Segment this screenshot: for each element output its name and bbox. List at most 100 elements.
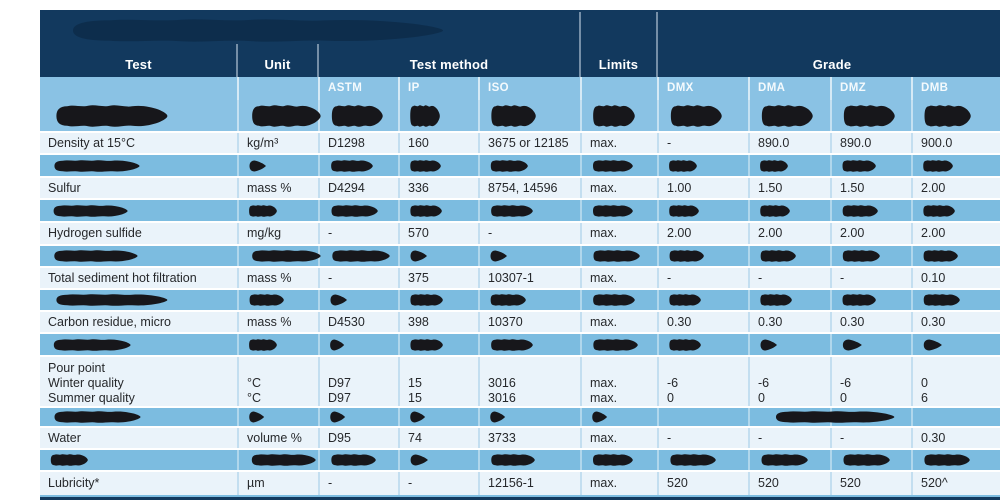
cell-ip: 336 [398,178,478,198]
cell-dma: 520 [748,472,830,495]
table-header-band: Test Unit Test method Limits Grade [40,10,1000,77]
cell-dmz: 2.00 [830,223,911,244]
table-row-redacted [40,100,1000,133]
redaction-blob [748,334,830,355]
redaction-blob [911,100,1000,131]
subheader-empty [237,77,318,100]
redaction-blob [40,334,237,355]
cell-ip: 15 15 [398,357,478,406]
cell-dmx: - [657,268,748,288]
cell-unit: mass % [237,268,318,288]
redaction-blob [657,155,748,176]
cell-limits: max. max. [580,357,657,406]
cell-unit: µm [237,472,318,495]
redaction-blob [398,200,478,221]
redaction-blob [237,450,318,470]
redaction-blob [580,200,657,221]
subheader-dmz: DMZ [830,77,911,100]
redaction-blob [478,246,580,266]
cell-iso: 10370 [478,312,580,332]
cell-dma: 0.30 [748,312,830,332]
redaction-blob [318,246,398,266]
cell-ip: 570 [398,223,478,244]
cell-dmz: 890.0 [830,133,911,153]
cell-dmb: 2.00 [911,178,1000,198]
row-hydrogen-sulfide: Hydrogen sulfide mg/kg - 570 - max. 2.00… [40,223,1000,246]
subheader-empty [580,77,657,100]
cell-dmb: 0 6 [911,357,1000,406]
cell-limits: max. [580,133,657,153]
cell-dmx: -6 0 [657,357,748,406]
cell-unit: mass % [237,178,318,198]
cell-ip: 398 [398,312,478,332]
cell-unit: kg/m³ [237,133,318,153]
redaction-blob [40,408,237,426]
redaction-blob [237,290,318,310]
redaction-blob [580,100,657,131]
redaction-blob [237,334,318,355]
redaction-blob [318,100,398,131]
redaction-blob [237,246,321,266]
subheader-dma: DMA [748,77,830,100]
redaction-blob [748,450,830,470]
fuel-specification-table: Test Unit Test method Limits Grade ASTM … [40,10,1000,500]
redaction-blob [40,246,237,266]
cell-dmb: 0.10 [911,268,1000,288]
cell-dma: 1.50 [748,178,830,198]
cell-dma: 2.00 [748,223,830,244]
table-row-redacted [40,246,1000,268]
header-divider [317,44,319,77]
header-divider [656,12,658,77]
cell-dmb: 520^ [911,472,1000,495]
column-header-test: Test [125,57,152,72]
cell-astm: - [318,223,398,244]
redaction-blob [657,200,748,221]
redaction-blob [911,200,1000,221]
redaction-blob [45,17,445,49]
redaction-blob [580,290,657,310]
cell-dmx: 2.00 [657,223,748,244]
cell-dma: - [748,268,830,288]
cell-limits: max. [580,223,657,244]
redaction-blob [748,246,830,266]
redaction-blob [830,200,911,221]
cell-ip: - [398,472,478,495]
redaction-blob [478,200,580,221]
column-header-test-method: Test method [409,57,489,72]
cell-unit: °C °C [237,357,318,406]
redaction-blob [237,155,318,176]
redaction-blob [478,450,580,470]
redaction-blob [657,450,748,470]
redaction-blob [398,246,478,266]
redaction-blob [580,334,657,355]
redaction-blob [580,450,657,470]
cell-dmz: - [830,268,911,288]
cell-test: Total sediment hot filtration [48,270,197,285]
redaction-blob [748,290,830,310]
cell-test: Hydrogen sulfide [48,226,142,240]
redaction-blob [748,408,895,426]
cell-astm: - [318,472,398,495]
cell-test: Sulfur [48,180,81,195]
redaction-blob [748,200,830,221]
subheader-iso: ISO [478,77,580,100]
cell-dmb: 0.30 [911,428,1000,448]
cell-ip: 375 [398,268,478,288]
redaction-blob [748,155,830,176]
table-subheader-row: ASTM IP ISO DMX DMA DMZ DMB [40,77,1000,100]
redaction-blob [911,450,1000,470]
table-row-redacted [40,450,1000,472]
cell-astm: - [318,268,398,288]
header-divider [579,12,581,77]
cell-iso: 3675 or 12185 [478,133,580,153]
subheader-dmb: DMB [911,77,1000,100]
row-carbon-residue: Carbon residue, micro mass % D4530 398 1… [40,312,1000,334]
redaction-blob [40,100,237,131]
redaction-blob [237,100,321,131]
redaction-blob [911,246,1000,266]
row-sulfur: Sulfur mass % D4294 336 8754, 14596 max.… [40,178,1000,200]
table-row-redacted [40,290,1000,312]
cell-dmx: 1.00 [657,178,748,198]
cell-test: Density at 15°C [48,135,135,150]
row-total-sediment: Total sediment hot filtration mass % - 3… [40,268,1000,290]
